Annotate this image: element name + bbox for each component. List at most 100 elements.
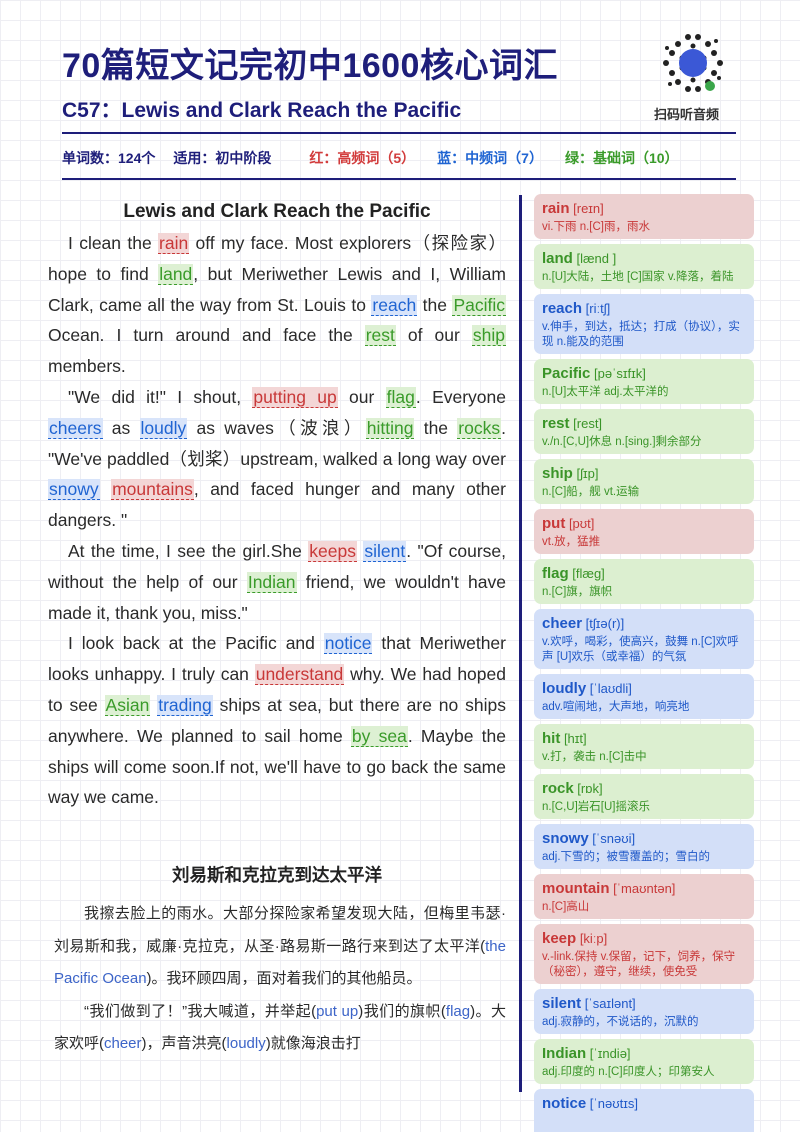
vocab-definition [542, 1115, 746, 1132]
highlighted-word-green[interactable]: flag [385, 386, 416, 408]
vocab-card-land[interactable]: land [lænd ] n.[U]大陆，土地 [C]国家 v.降落，着陆 [534, 244, 754, 289]
vocab-definition: adj.印度的 n.[C]印度人；印第安人 [542, 1066, 715, 1078]
vocab-headline: keep [kiːp] [542, 929, 746, 948]
vocab-definition: adj.下雪的；被雪覆盖的；雪白的 [542, 851, 711, 863]
highlighted-word-blue[interactable]: snowy [48, 479, 100, 501]
vocab-card-reach[interactable]: reach [riːtʃ] v.伸手，到达，抵达；打成（协议），实现 n.能及的范… [534, 294, 754, 354]
vocab-headline: rain [reɪn] [542, 199, 746, 218]
legend-green: 绿：基础词（10） [564, 150, 679, 166]
vocab-card-indian[interactable]: Indian [ˈɪndiə] adj.印度的 n.[C]印度人；印第安人 [534, 1039, 754, 1084]
article-text: "We did it!" I shout, [68, 386, 253, 407]
vocab-headline: rock [rɒk] [542, 779, 746, 798]
highlighted-word-green[interactable]: land [158, 263, 194, 285]
article-text: off my face. Most explorers（探险家）hope to … [48, 233, 506, 284]
vocab-card-rock[interactable]: rock [rɒk] n.[C,U]岩石[U]摇滚乐 [534, 774, 754, 819]
vocab-phonetic: [ˈmaʊntən] [609, 881, 676, 896]
highlighted-word-green[interactable]: rocks [457, 417, 502, 439]
translation-paragraph: “我们做到了！”我大喊道，并举起(put up)我们的旗帜(flag)。大家欢呼… [54, 996, 506, 1061]
vocab-headline: snowy [ˈsnəʊi] [542, 829, 746, 848]
article-text: as [102, 417, 140, 438]
vocab-phonetic: [lænd ] [572, 251, 617, 266]
article-text: I look back at the Pacific and [68, 633, 324, 654]
article-text: . Everyone [415, 386, 506, 407]
vocab-phonetic: [ˈɪndiə] [586, 1046, 631, 1061]
qr-caption: 扫码听音频 [654, 107, 720, 122]
vocab-card-rain[interactable]: rain [reɪn] vi.下雨 n.[C]雨，雨水 [534, 194, 754, 239]
vocab-card-cheer[interactable]: cheer [tʃɪə(r)] v.欢呼，喝彩，使高兴，鼓舞 n.[C]欢呼声 [… [534, 609, 754, 669]
article-text: . "We've paddled（划桨）upstream, walked a l… [48, 417, 506, 469]
vocab-headline: put [pʊt] [542, 514, 746, 533]
vocab-definition: n.[C]旗，旗帜 [542, 586, 613, 598]
vocab-word: Indian [542, 1045, 587, 1062]
vocab-phonetic: [rest] [569, 416, 603, 431]
article-paragraph: I clean the rain off my face. Most explo… [48, 228, 506, 382]
highlighted-word-blue[interactable]: trading [157, 694, 213, 716]
article-text: as waves（波浪） [187, 417, 366, 438]
stats-bar: 单词数：124个 适用：初中阶段 红：高频词（5） 蓝：中频词（7） 绿：基础词… [62, 148, 679, 168]
highlighted-word-red[interactable]: understand [254, 664, 345, 686]
vocab-card-silent[interactable]: silent [ˈsaɪlənt] adj.寂静的，不说话的，沉默的 [534, 989, 754, 1034]
article-paragraph: At the time, I see the girl.She keeps si… [48, 536, 506, 628]
qr-code-image [663, 34, 723, 92]
highlighted-word-blue[interactable]: silent [363, 540, 407, 562]
vocab-word: rock [542, 780, 574, 797]
highlighted-word-green[interactable]: by sea [350, 725, 408, 747]
vocab-card-rest[interactable]: rest [rest] v./n.[C,U]休息 n.[sing.]剩余部分 [534, 409, 754, 454]
vocab-card-keep[interactable]: keep [kiːp] v.-link.保持 v.保留，记下，饲养，保守（秘密），… [534, 924, 754, 984]
qr-code[interactable] [658, 28, 728, 98]
highlighted-word-blue[interactable]: notice [323, 633, 373, 655]
highlighted-word-green[interactable]: Indian [246, 571, 297, 593]
article-title: Lewis and Clark Reach the Pacific [123, 201, 431, 222]
vocab-card-put[interactable]: put [pʊt] vt.放，猛推 [534, 509, 754, 554]
vocab-word: notice [542, 1095, 587, 1112]
highlighted-word-red[interactable]: keeps [308, 540, 357, 562]
vocab-card-ship[interactable]: ship [ʃɪp] n.[C]船，舰 vt.运输 [534, 459, 754, 504]
vocab-card-mountain[interactable]: mountain [ˈmaʊntən] n.[C]高山 [534, 874, 754, 919]
vocab-headline: ship [ʃɪp] [542, 464, 746, 483]
translation-keyword: loudly [226, 1035, 266, 1052]
highlighted-word-green[interactable]: hitting [365, 417, 415, 439]
vocab-phonetic: [kiːp] [576, 931, 608, 946]
translation-text: )。大家欢呼( [54, 1002, 506, 1053]
vocab-phonetic: [riːtʃ] [582, 301, 611, 316]
highlighted-word-green[interactable]: ship [471, 325, 506, 347]
vocab-phonetic: [pʊt] [565, 516, 595, 531]
vocab-card-pacific[interactable]: Pacific [pəˈsɪfɪk] n.[U]太平洋 adj.太平洋的 [534, 359, 754, 404]
vocab-word: land [542, 250, 573, 267]
article-text: of our [395, 325, 472, 346]
translation-text: “我们做到了！”我大喊道，并举起( [84, 1002, 317, 1020]
vocab-headline: hit [hɪt] [542, 729, 746, 748]
article-text: why. We had hoped to see [48, 664, 506, 715]
highlighted-word-red[interactable]: mountains [111, 479, 194, 501]
vocab-word: loudly [542, 680, 587, 697]
vocab-card-loudly[interactable]: loudly [ˈlaʊdli] adv.喧闹地，大声地，响亮地 [534, 674, 754, 719]
vocab-phonetic: [hɪt] [560, 731, 587, 746]
translation-body: 我擦去脸上的雨水。大部分探险家希望发现大陆，但梅里韦瑟·刘易斯和我，威廉·克拉克… [54, 898, 506, 1061]
highlighted-word-blue[interactable]: loudly [139, 417, 188, 439]
header-rule-bottom [62, 178, 736, 180]
highlighted-word-green[interactable]: rest [364, 325, 396, 347]
highlighted-word-green[interactable]: Asian [104, 694, 151, 716]
vocab-phonetic: [tʃɪə(r)] [582, 616, 625, 631]
highlighted-word-blue[interactable]: reach [371, 294, 418, 316]
vocab-phonetic: [reɪn] [569, 201, 604, 216]
highlighted-word-blue[interactable]: cheers [48, 417, 103, 439]
vocab-card-flag[interactable]: flag [flæg] n.[C]旗，旗帜 [534, 559, 754, 604]
vocab-word: Pacific [542, 365, 591, 382]
vocab-word: cheer [542, 615, 583, 632]
highlighted-word-red[interactable]: putting up [252, 386, 338, 408]
vocab-headline: land [lænd ] [542, 249, 746, 268]
article-text: friend, we wouldn't have made it, thank … [48, 571, 506, 623]
vocab-card-hit[interactable]: hit [hɪt] v.打，袭击 n.[C]击中 [534, 724, 754, 769]
vocab-word: ship [542, 465, 573, 482]
vocab-card-snowy[interactable]: snowy [ˈsnəʊi] adj.下雪的；被雪覆盖的；雪白的 [534, 824, 754, 869]
vocab-phonetic: [flæg] [568, 566, 605, 581]
highlighted-word-red[interactable]: rain [158, 233, 190, 254]
article-text: At the time, I see the girl.She [68, 540, 309, 561]
vocab-definition: vt.放，猛推 [542, 536, 601, 548]
vocab-definition: n.[C]船，舰 vt.运输 [542, 486, 640, 498]
vocab-card-notice[interactable]: notice [ˈnəʊtɪs] [534, 1089, 754, 1132]
highlighted-word-green[interactable]: Pacific [452, 294, 506, 316]
vocab-word: flag [542, 565, 569, 582]
translation-text: )。我环顾四周，面对着我们的其他船员。 [146, 970, 422, 987]
